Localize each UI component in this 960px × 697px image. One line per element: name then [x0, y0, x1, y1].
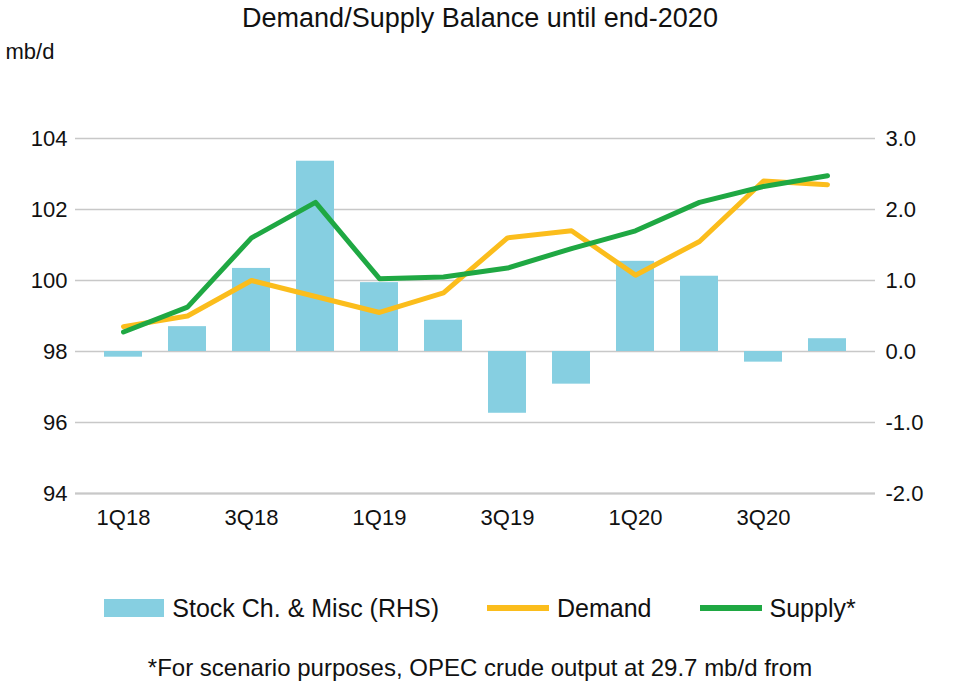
svg-text:98: 98 [43, 339, 67, 364]
svg-text:102: 102 [31, 197, 68, 222]
svg-text:1Q19: 1Q19 [353, 505, 407, 530]
svg-text:-1.0: -1.0 [886, 410, 924, 435]
svg-text:3Q18: 3Q18 [225, 505, 279, 530]
html-text:Supply*: Supply* [769, 593, 856, 622]
html-text:Stock Ch. & Misc (RHS): Stock Ch. & Misc (RHS) [172, 593, 439, 622]
svg-text:104: 104 [31, 126, 68, 151]
html-text:Demand/Supply Balance until en: Demand/Supply Balance until end-2020 [242, 3, 718, 33]
svg-text:2.0: 2.0 [886, 197, 917, 222]
svg-text:3Q19: 3Q19 [481, 505, 535, 530]
svg-text:3Q20: 3Q20 [737, 505, 791, 530]
html-text:Demand: Demand [557, 593, 652, 622]
svg-text:1.0: 1.0 [886, 268, 917, 293]
svg-text:1Q20: 1Q20 [609, 505, 663, 530]
svg-text:-2.0: -2.0 [886, 481, 924, 506]
svg-text:3.0: 3.0 [886, 126, 917, 151]
svg-text:mb/d: mb/d [6, 40, 55, 64]
svg-text:1Q18: 1Q18 [97, 505, 151, 530]
svg-text:94: 94 [43, 481, 67, 506]
svg-text:96: 96 [43, 410, 67, 435]
html-text:*For scenario purposes, OPEC c: *For scenario purposes, OPEC crude outpu… [147, 654, 813, 681]
svg-text:100: 100 [31, 268, 68, 293]
svg-text:0.0: 0.0 [886, 339, 917, 364]
